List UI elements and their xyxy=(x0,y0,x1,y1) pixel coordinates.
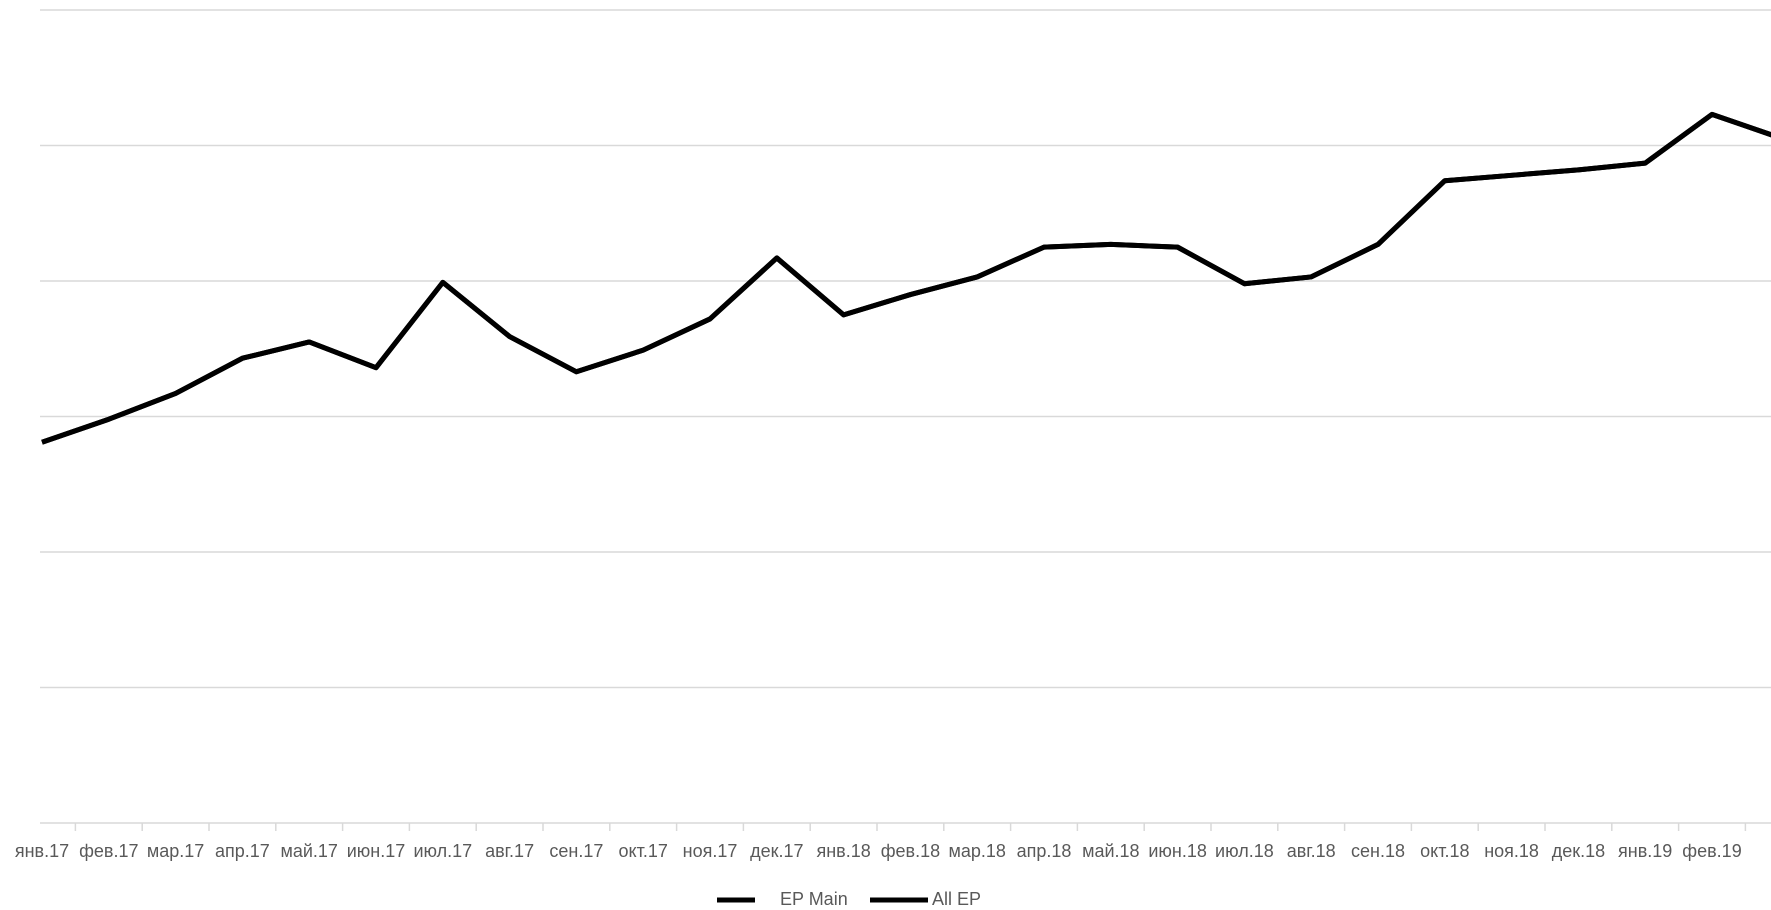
data-line xyxy=(41,111,1771,445)
x-tick-label: янв.19 xyxy=(1618,841,1672,861)
x-tick-label: авг.17 xyxy=(485,841,534,861)
x-tick-label: дек.18 xyxy=(1552,841,1605,861)
x-tick-label: май.17 xyxy=(280,841,337,861)
x-tick-label: мар.17 xyxy=(147,841,204,861)
x-tick-label: апр.17 xyxy=(215,841,270,861)
x-tick-label: фев.19 xyxy=(1682,841,1741,861)
x-tick-label: мар.18 xyxy=(948,841,1005,861)
data-line xyxy=(41,111,1771,445)
legend-label: EP Main xyxy=(780,889,848,909)
x-tick-label: ноя.17 xyxy=(683,841,738,861)
x-tick-label: янв.18 xyxy=(816,841,870,861)
x-tick-label: июн.17 xyxy=(347,841,406,861)
x-tick-label: июл.17 xyxy=(413,841,472,861)
x-tick-label: фев.17 xyxy=(79,841,138,861)
legend-label: All EP xyxy=(932,889,981,909)
x-tick-label: апр.18 xyxy=(1017,841,1072,861)
x-tick-label: авг.18 xyxy=(1287,841,1336,861)
x-tick-label: сен.17 xyxy=(549,841,603,861)
x-tick-label: июн.18 xyxy=(1148,841,1207,861)
x-tick-label: дек.17 xyxy=(750,841,803,861)
x-tick-label: янв.17 xyxy=(15,841,69,861)
x-tick-label: июл.18 xyxy=(1215,841,1274,861)
x-tick-label: май.18 xyxy=(1082,841,1139,861)
x-tick-label: сен.18 xyxy=(1351,841,1405,861)
x-tick-label: окт.17 xyxy=(619,841,668,861)
x-tick-label: фев.18 xyxy=(881,841,940,861)
x-tick-label: окт.18 xyxy=(1420,841,1469,861)
x-tick-label: ноя.18 xyxy=(1484,841,1539,861)
